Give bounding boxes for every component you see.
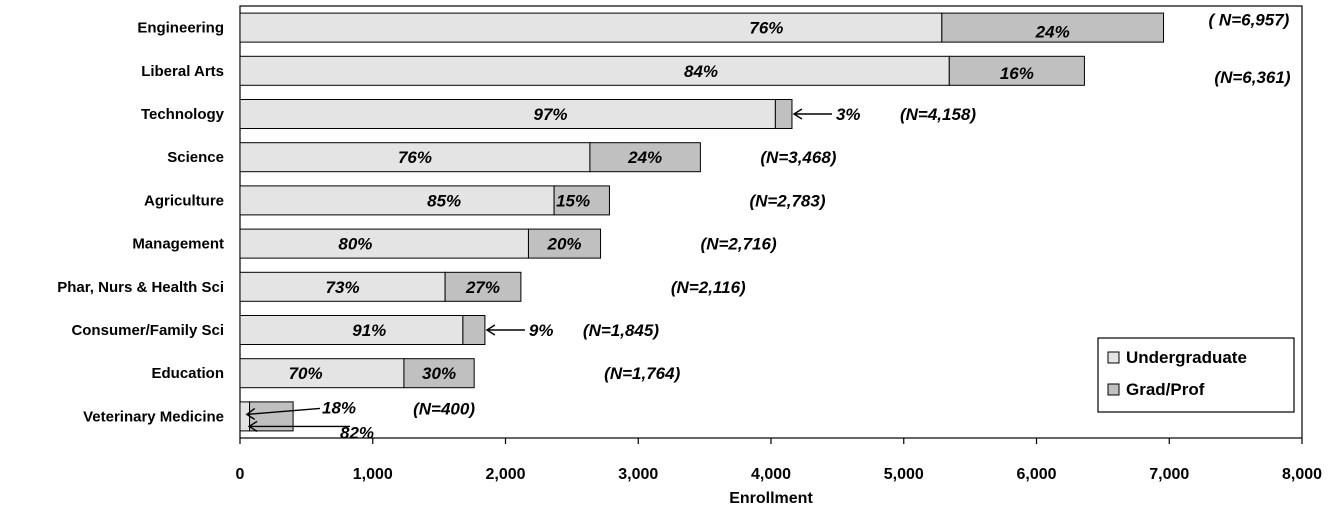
undergrad-pct-label: 80% bbox=[338, 235, 372, 254]
axes: 0 1,000 2,000 3,000 4,000 5,000 6,000 7,000 8,00… bbox=[236, 438, 1322, 507]
total-label: ( N=6,957) bbox=[1209, 11, 1290, 30]
total-label: (N=3,468) bbox=[760, 148, 836, 167]
total-label: (N=1,764) bbox=[604, 364, 680, 383]
undergrad-pct-label: 85% bbox=[427, 191, 461, 210]
bar-undergraduate bbox=[239, 99, 776, 129]
category-label: Liberal Arts bbox=[141, 63, 224, 80]
bar-undergraduate bbox=[239, 185, 555, 216]
bar-grad-prof bbox=[948, 55, 1085, 86]
grad-pct-label: 20% bbox=[546, 235, 581, 254]
legend-box bbox=[1097, 337, 1295, 413]
bars bbox=[239, 12, 1165, 432]
legend-label: Grad/Prof bbox=[1126, 380, 1205, 399]
bar-undergraduate bbox=[239, 12, 943, 43]
legend-swatch bbox=[1107, 383, 1120, 396]
x-tick-label: 2,000 bbox=[485, 466, 525, 483]
category-label: Consumer/Family Sci bbox=[71, 322, 224, 339]
x-tick-label: 7,000 bbox=[1149, 466, 1189, 483]
bar-grad-prof bbox=[941, 12, 1165, 43]
undergrad-pct-label: 70% bbox=[289, 364, 323, 383]
x-tick-label: 4,000 bbox=[751, 466, 791, 483]
grad-pct-label: 82% bbox=[340, 423, 374, 442]
pointer-arrow bbox=[485, 324, 525, 336]
total-label: (N=2,116) bbox=[671, 278, 746, 297]
category-label: Phar, Nurs & Health Sci bbox=[57, 279, 224, 296]
undergrad-pct-label: 76% bbox=[398, 148, 432, 167]
undergrad-pct-label: 76% bbox=[749, 19, 783, 38]
legend-swatch bbox=[1107, 351, 1120, 364]
total-label: (N=4,158) bbox=[900, 105, 976, 124]
bar-grad-prof bbox=[553, 185, 610, 216]
labels: Engineering 76% 24% ( N=6,957) Liberal Arts 8… bbox=[57, 11, 1291, 443]
x-tick-label: 8,000 bbox=[1282, 466, 1322, 483]
bar-undergraduate bbox=[239, 271, 446, 302]
x-axis-title: Enrollment bbox=[729, 490, 813, 507]
category-label: Veterinary Medicine bbox=[83, 408, 224, 425]
bar-undergraduate bbox=[239, 228, 529, 259]
total-label: (N=400) bbox=[413, 399, 475, 418]
legend-label: Undergraduate bbox=[1126, 348, 1247, 367]
bar-grad-prof bbox=[462, 315, 486, 345]
grad-pct-label: 24% bbox=[1035, 23, 1070, 42]
pointer-arrow bbox=[245, 407, 321, 420]
x-tick-label: 1,000 bbox=[353, 466, 393, 483]
x-tick-label: 6,000 bbox=[1016, 466, 1056, 483]
undergrad-pct-label: 84% bbox=[684, 62, 718, 81]
undergrad-pct-label: 97% bbox=[534, 105, 568, 124]
pointer-arrow bbox=[792, 108, 832, 120]
grad-pct-label: 9% bbox=[529, 321, 554, 340]
bar-undergraduate bbox=[239, 55, 950, 86]
category-label: Management bbox=[132, 236, 224, 253]
undergrad-pct-label: 18% bbox=[322, 398, 356, 417]
undergrad-pct-label: 73% bbox=[326, 278, 360, 297]
total-label: (N=2,716) bbox=[701, 235, 777, 254]
grad-pct-label: 30% bbox=[422, 364, 456, 383]
category-label: Education bbox=[151, 365, 224, 382]
total-label: (N=2,783) bbox=[749, 191, 825, 210]
grad-pct-label: 3% bbox=[836, 105, 861, 124]
bar-undergraduate bbox=[239, 315, 464, 345]
pointer-arrow bbox=[247, 420, 350, 432]
bar-grad-prof bbox=[527, 228, 602, 259]
x-tick-label: 3,000 bbox=[618, 466, 658, 483]
category-label: Engineering bbox=[137, 20, 224, 37]
bar-grad-prof bbox=[589, 142, 701, 173]
legend: Undergraduate Grad/Prof bbox=[1097, 337, 1295, 413]
category-label: Science bbox=[167, 149, 224, 166]
bar-grad-prof bbox=[444, 271, 522, 302]
grad-pct-label: 15% bbox=[556, 191, 590, 210]
bar-grad-prof bbox=[403, 358, 475, 389]
category-label: Agriculture bbox=[144, 192, 224, 209]
category-label: Technology bbox=[141, 106, 225, 123]
grad-pct-label: 27% bbox=[465, 278, 500, 297]
total-label: (N=1,845) bbox=[583, 321, 659, 340]
bar-grad-prof bbox=[774, 99, 793, 129]
undergrad-pct-label: 91% bbox=[352, 321, 386, 340]
x-tick-label: 0 bbox=[236, 466, 245, 483]
x-tick-label: 5,000 bbox=[884, 466, 924, 483]
grad-pct-label: 16% bbox=[1000, 64, 1034, 83]
total-label: (N=6,361) bbox=[1214, 68, 1290, 87]
grad-pct-label: 24% bbox=[627, 148, 662, 167]
